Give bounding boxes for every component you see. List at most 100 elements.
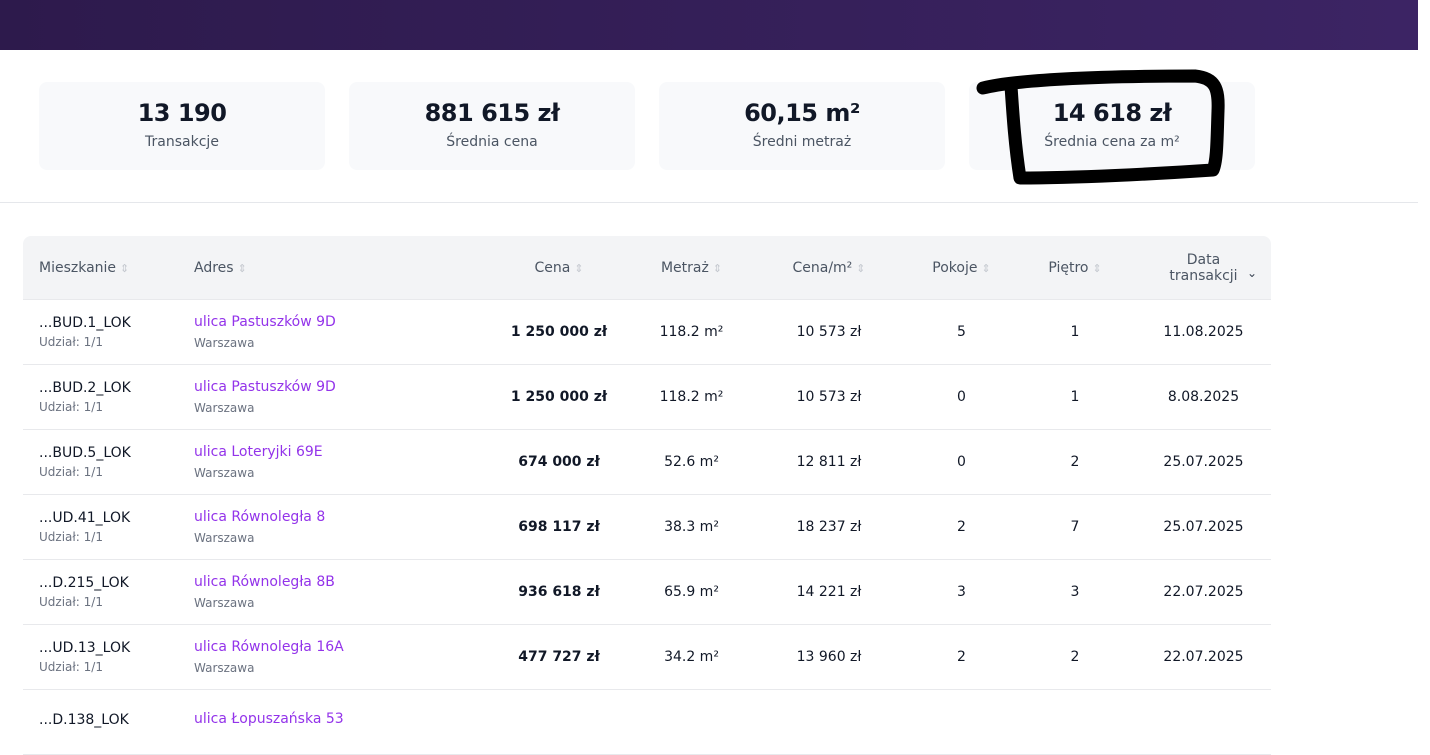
cell-mieszkanie: ...UD.13_LOK Udział: 1/1	[23, 640, 194, 674]
city: Warszawa	[194, 531, 255, 545]
col-header-data[interactable]: Data transakcji ⌄	[1136, 252, 1271, 284]
cell-mieszkanie: ...BUD.2_LOK Udział: 1/1	[23, 380, 194, 414]
table-row[interactable]: ...BUD.2_LOK Udział: 1/1 ulica Pastuszków…	[23, 365, 1271, 430]
apartment-id: ...BUD.1_LOK	[39, 315, 131, 331]
cell-pietro: 1	[1070, 324, 1080, 340]
table-row[interactable]: ...D.138_LOK ulica Łopuszańska 53	[23, 690, 1271, 755]
stat-card-avg-area: 60,15 m² Średni metraż	[659, 82, 945, 170]
city: Warszawa	[194, 596, 255, 610]
col-header-cena-m2[interactable]: Cena/m² ⇕	[749, 260, 909, 276]
stat-value: 13 190	[137, 99, 227, 127]
cell-data: 22.07.2025	[1163, 649, 1244, 665]
transactions-table: Mieszkanie ⇕ Adres ⇕ Cena ⇕ Metraż ⇕ Cena/m²…	[23, 236, 1271, 755]
table-row[interactable]: ...UD.13_LOK Udział: 1/1 ulica Równoległa…	[23, 625, 1271, 690]
cell-metraz: 118.2 m²	[659, 324, 724, 340]
cell-cena: 1 250 000 zł	[510, 324, 608, 340]
cell-adres: ulica Loteryjki 69E Warszawa	[194, 444, 484, 480]
sort-updown-icon: ⇕	[237, 261, 247, 275]
address-link[interactable]: ulica Pastuszków 9D	[194, 379, 336, 395]
cell-cena: 477 727 zł	[518, 649, 600, 665]
stat-card-transactions: 13 190 Transakcje	[39, 82, 325, 170]
table-row[interactable]: ...D.215_LOK Udział: 1/1 ulica Równoległa…	[23, 560, 1271, 625]
cell-metraz: 118.2 m²	[659, 389, 724, 405]
share: Udział: 1/1	[39, 595, 103, 609]
apartment-id: ...UD.13_LOK	[39, 640, 131, 656]
chevron-down-icon: ⌄	[1246, 265, 1257, 280]
sort-updown-icon: ⇕	[981, 261, 991, 275]
address-link[interactable]: ulica Łopuszańska 53	[194, 711, 344, 727]
cell-pokoje: 2	[957, 649, 966, 665]
col-header-metraz[interactable]: Metraż ⇕	[634, 260, 749, 276]
sort-updown-icon: ⇕	[120, 261, 130, 275]
header-label: Cena/m²	[792, 259, 853, 276]
header-label: Data transakcji	[1169, 251, 1238, 284]
header-label: Metraż	[660, 259, 709, 276]
cell-metraz: 34.2 m²	[664, 649, 719, 665]
header-label: Adres	[194, 259, 234, 276]
apartment-id: ...D.215_LOK	[39, 575, 129, 591]
share: Udział: 1/1	[39, 400, 103, 414]
col-header-mieszkanie[interactable]: Mieszkanie ⇕	[23, 260, 194, 276]
stat-label: Średnia cena za m²	[1044, 134, 1180, 150]
cell-cena: 1 250 000 zł	[510, 389, 608, 405]
address-link[interactable]: ulica Równoległa 16A	[194, 639, 344, 655]
cell-pietro: 2	[1070, 649, 1080, 665]
cell-pokoje: 0	[957, 389, 966, 405]
stat-label: Średnia cena	[446, 134, 538, 150]
city: Warszawa	[194, 401, 255, 415]
table-row[interactable]: ...BUD.5_LOK Udział: 1/1 ulica Loteryjki …	[23, 430, 1271, 495]
cell-adres: ulica Równoległa 16A Warszawa	[194, 639, 484, 675]
cell-data: 8.08.2025	[1167, 389, 1240, 405]
address-link[interactable]: ulica Równoległa 8B	[194, 574, 335, 590]
cell-adres: ulica Równoległa 8B Warszawa	[194, 574, 484, 610]
sort-updown-icon: ⇕	[574, 261, 584, 275]
cell-pokoje: 5	[957, 324, 966, 340]
stat-label: Średni metraż	[752, 134, 852, 150]
address-link[interactable]: ulica Loteryjki 69E	[194, 444, 323, 460]
cell-pokoje: 2	[957, 519, 966, 535]
table-row[interactable]: ...UD.41_LOK Udział: 1/1 ulica Równoległa…	[23, 495, 1271, 560]
cell-adres: ulica Pastuszków 9D Warszawa	[194, 314, 484, 350]
stats-row: 13 190 Transakcje 881 615 zł Średnia cena …	[39, 82, 1255, 170]
top-bar	[0, 0, 1418, 50]
cell-adres: ulica Równoległa 8 Warszawa	[194, 509, 484, 545]
sort-updown-icon: ⇕	[1092, 261, 1102, 275]
city: Warszawa	[194, 336, 255, 350]
share: Udział: 1/1	[39, 660, 103, 674]
apartment-id: ...UD.41_LOK	[39, 510, 131, 526]
apartment-id: ...BUD.5_LOK	[39, 445, 131, 461]
cell-cena-m2: 10 573 zł	[796, 324, 862, 340]
apartment-id: ...BUD.2_LOK	[39, 380, 131, 396]
sort-updown-icon: ⇕	[712, 261, 723, 275]
cell-cena-m2: 13 960 zł	[796, 649, 862, 665]
header-label: Cena	[534, 259, 571, 276]
cell-pietro: 1	[1070, 389, 1080, 405]
cell-pokoje: 0	[957, 454, 966, 470]
stat-value: 60,15 m²	[744, 99, 860, 127]
share: Udział: 1/1	[39, 335, 103, 349]
col-header-adres[interactable]: Adres ⇕	[194, 260, 484, 276]
city: Warszawa	[194, 466, 255, 480]
header-label: Piętro	[1048, 259, 1089, 276]
share: Udział: 1/1	[39, 465, 103, 479]
table-row[interactable]: ...BUD.1_LOK Udział: 1/1 ulica Pastuszków…	[23, 300, 1271, 365]
address-link[interactable]: ulica Równoległa 8	[194, 509, 326, 525]
cell-mieszkanie: ...BUD.1_LOK Udział: 1/1	[23, 315, 194, 349]
cell-adres: ulica Pastuszków 9D Warszawa	[194, 379, 484, 415]
col-header-cena[interactable]: Cena ⇕	[484, 260, 634, 276]
address-link[interactable]: ulica Pastuszków 9D	[194, 314, 336, 330]
cell-cena-m2: 12 811 zł	[796, 454, 862, 470]
cell-cena-m2: 10 573 zł	[796, 389, 862, 405]
cell-data: 11.08.2025	[1163, 324, 1244, 340]
col-header-pietro[interactable]: Piętro ⇕	[1014, 260, 1136, 276]
cell-metraz: 65.9 m²	[664, 584, 719, 600]
stat-label: Transakcje	[145, 134, 219, 150]
cell-pokoje: 3	[957, 584, 966, 600]
stat-value: 14 618 zł	[1052, 99, 1172, 127]
cell-cena-m2: 14 221 zł	[796, 584, 862, 600]
divider	[0, 202, 1418, 203]
header-label: Mieszkanie	[39, 259, 117, 276]
cell-mieszkanie: ...D.138_LOK	[23, 712, 194, 732]
cell-data: 25.07.2025	[1163, 519, 1244, 535]
col-header-pokoje[interactable]: Pokoje ⇕	[909, 260, 1014, 276]
